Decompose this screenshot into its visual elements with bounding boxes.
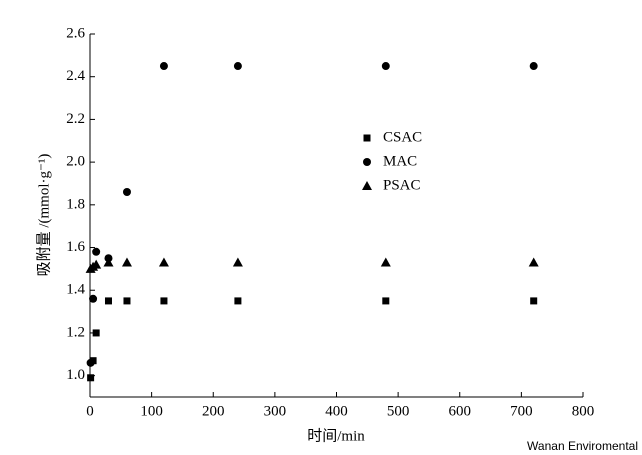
- marker: [160, 297, 168, 305]
- y-tick-label: 2.4: [66, 68, 85, 84]
- marker: [92, 329, 100, 337]
- marker: [380, 257, 391, 267]
- marker: [529, 62, 538, 71]
- x-tick-label: 0: [86, 403, 94, 419]
- marker: [104, 297, 112, 305]
- marker: [86, 358, 95, 367]
- x-tick-label: 600: [449, 403, 472, 419]
- marker: [87, 374, 95, 382]
- legend-label: MAC: [383, 153, 417, 169]
- marker: [158, 257, 169, 267]
- y-tick-label: 1.0: [66, 367, 85, 383]
- y-tick-label: 1.2: [66, 324, 85, 340]
- marker: [92, 247, 101, 256]
- marker: [234, 297, 242, 305]
- marker: [89, 294, 98, 303]
- legend-marker: [363, 134, 371, 142]
- x-tick-label: 700: [510, 403, 533, 419]
- marker: [382, 297, 390, 305]
- marker: [159, 62, 168, 71]
- legend-marker: [362, 181, 372, 190]
- y-tick-label: 2.0: [66, 154, 85, 170]
- marker: [123, 297, 131, 305]
- legend-label: CSAC: [383, 129, 422, 145]
- marker: [530, 297, 538, 305]
- x-tick-label: 500: [387, 403, 410, 419]
- marker: [528, 257, 539, 267]
- legend-marker: [363, 158, 371, 166]
- y-tick-label: 1.8: [66, 196, 85, 212]
- y-tick-label: 2.2: [66, 111, 85, 127]
- y-tick-label: 1.4: [66, 282, 85, 298]
- legend-label: PSAC: [383, 177, 421, 193]
- marker: [103, 257, 114, 267]
- y-tick-label: 1.6: [66, 239, 85, 255]
- x-tick-label: 300: [264, 403, 287, 419]
- x-tick-label: 400: [325, 403, 348, 419]
- x-axis-label: 时间/min: [307, 427, 365, 444]
- marker: [91, 259, 102, 269]
- x-tick-label: 800: [572, 403, 595, 419]
- y-tick-label: 2.6: [66, 25, 85, 41]
- marker: [381, 62, 390, 71]
- marker: [233, 62, 242, 71]
- marker: [122, 188, 131, 197]
- marker: [121, 257, 132, 267]
- watermark: Wanan Enviromental: [527, 439, 638, 453]
- y-axis-label: 吸附量 /(mmol·g⁻¹): [35, 154, 52, 277]
- x-tick-label: 100: [140, 403, 163, 419]
- marker: [232, 257, 243, 267]
- x-tick-label: 200: [202, 403, 225, 419]
